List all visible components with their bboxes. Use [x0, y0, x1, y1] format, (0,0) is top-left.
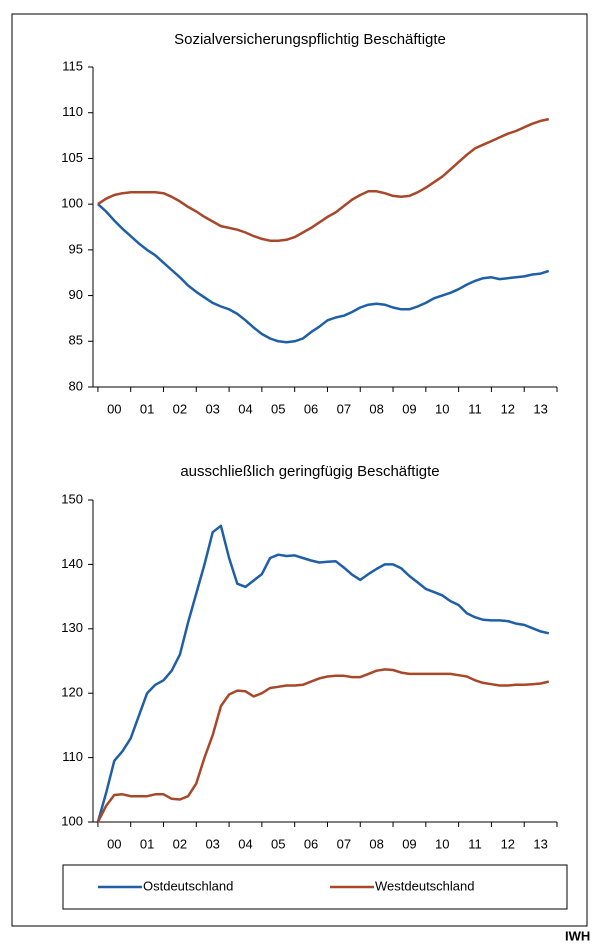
x-tick-label: 06	[304, 836, 318, 851]
x-tick-label: 12	[501, 836, 515, 851]
x-tick-label: 03	[205, 836, 219, 851]
x-tick-label: 03	[205, 401, 219, 416]
x-tick-label: 04	[238, 836, 252, 851]
x-tick-label: 13	[533, 401, 547, 416]
y-tick-label: 90	[69, 287, 83, 302]
y-tick-label: 100	[61, 813, 83, 828]
x-tick-label: 01	[140, 401, 154, 416]
x-tick-label: 07	[337, 401, 351, 416]
frame	[11, 13, 588, 927]
x-tick-label: 10	[435, 836, 449, 851]
series-line	[97, 117, 550, 242]
x-tick-label: 00	[107, 401, 121, 416]
y-tick-label: 85	[69, 333, 83, 348]
footer: IWH	[565, 928, 590, 943]
x-tick-label: 02	[173, 401, 187, 416]
y-tick-label: 120	[61, 685, 83, 700]
series-line	[96, 668, 550, 823]
x-tick-label: 01	[140, 836, 154, 851]
y-tick-label: 100	[61, 196, 83, 211]
y-tick-label: 150	[61, 491, 83, 506]
x-tick-label: 02	[173, 836, 187, 851]
x-tick-label: 08	[369, 836, 383, 851]
x-tick-label: 09	[402, 401, 416, 416]
x-tick-label: 13	[533, 836, 547, 851]
series-line	[96, 524, 550, 823]
y-tick-label: 80	[69, 378, 83, 393]
y-tick-label: 95	[69, 241, 83, 256]
x-tick-label: 11	[468, 836, 482, 851]
y-tick-label: 110	[62, 749, 83, 764]
x-tick-label: 00	[107, 836, 121, 851]
x-tick-label: 11	[468, 401, 482, 416]
legend-label: Westdeutschland	[375, 878, 475, 893]
legend-label: Ostdeutschland	[143, 878, 233, 893]
series-line	[97, 203, 550, 344]
x-tick-label: 05	[271, 836, 285, 851]
x-tick-label: 10	[435, 401, 449, 416]
x-tick-label: 06	[304, 401, 318, 416]
y-tick-label: 140	[61, 556, 83, 571]
y-tick-label: 130	[61, 620, 83, 635]
y-tick-label: 105	[61, 150, 83, 165]
y-tick-label: 110	[62, 104, 83, 119]
y-tick-label: 115	[62, 58, 83, 73]
x-tick-label: 12	[501, 401, 515, 416]
legend-box	[62, 864, 568, 910]
x-tick-label: 08	[369, 401, 383, 416]
x-tick-label: 04	[238, 401, 252, 416]
x-tick-label: 07	[337, 836, 351, 851]
chart-title: ausschließlich geringfügig Beschäftigte	[180, 463, 439, 480]
x-tick-label: 05	[271, 401, 285, 416]
x-tick-label: 09	[402, 836, 416, 851]
chart-title: Sozialversicherungspflichtig Beschäftigt…	[174, 31, 446, 48]
